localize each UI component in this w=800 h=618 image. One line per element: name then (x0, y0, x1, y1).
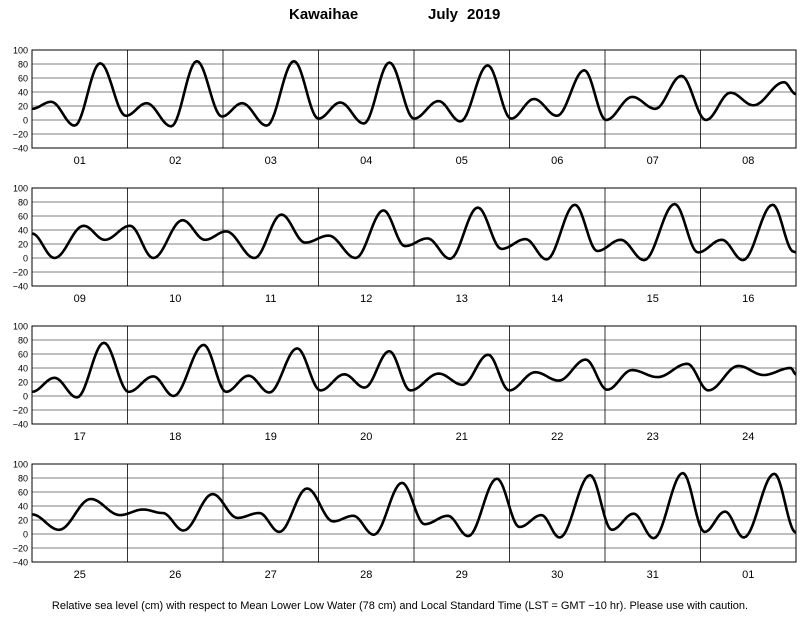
y-tick-label: 80 (18, 60, 28, 70)
day-label: 29 (456, 569, 468, 581)
day-label: 05 (456, 155, 468, 167)
y-tick-label: 60 (18, 212, 28, 222)
day-label: 20 (360, 431, 372, 443)
day-label: 08 (742, 155, 754, 167)
tide-curve (31, 341, 797, 399)
y-tick-label: 80 (18, 336, 28, 346)
y-tick-label: 20 (18, 102, 28, 112)
y-tick-label: 60 (18, 488, 28, 498)
y-tick-label: 40 (18, 226, 28, 236)
day-label: 17 (74, 431, 86, 443)
day-label: 15 (647, 293, 659, 305)
day-label: 12 (360, 293, 372, 305)
panel-frame (31, 463, 797, 563)
day-label: 06 (551, 155, 563, 167)
y-tick-label: 60 (18, 74, 28, 84)
y-tick-label: 80 (18, 474, 28, 484)
y-tick-label: 20 (18, 240, 28, 250)
day-label: 04 (360, 155, 372, 167)
y-tick-label: 0 (23, 530, 28, 540)
panel-2: 100 80 60 40 20 0 −20 −40 09 10 11 12 13 14 15 16 (13, 184, 798, 305)
day-label: 09 (74, 293, 86, 305)
panel-frame (31, 325, 797, 425)
y-tick-label: −20 (13, 268, 28, 278)
y-tick-label: 60 (18, 350, 28, 360)
day-label: 03 (265, 155, 277, 167)
panel-4: 100 80 60 40 20 0 −20 −40 25 26 27 28 29 30 31 01 (13, 460, 797, 581)
day-label: 27 (265, 569, 277, 581)
y-tick-label: −20 (13, 544, 28, 554)
y-tick-label: 100 (13, 322, 28, 332)
panel-frame (31, 187, 797, 287)
panel-1: 100 80 60 40 20 0 −20 −40 01 02 03 04 05 06 07 08 (13, 46, 797, 167)
y-tick-label: 40 (18, 502, 28, 512)
day-label: 23 (647, 431, 659, 443)
day-label: 07 (647, 155, 659, 167)
title-month: July (428, 6, 459, 23)
footer-note: Relative sea level (cm) with respect to … (51, 600, 749, 612)
panel-frame (31, 49, 797, 149)
panel-3: 100 80 60 40 20 0 −20 −40 17 18 19 20 21 22 23 24 (13, 322, 797, 443)
day-label: 13 (456, 293, 468, 305)
chart-title: Kawaihae July 2019 (0, 6, 800, 30)
y-tick-label: 0 (23, 392, 28, 402)
day-label: 26 (169, 569, 181, 581)
y-tick-label: 100 (13, 460, 28, 470)
y-tick-label: −40 (13, 558, 28, 568)
day-label: 01 (742, 569, 754, 581)
day-label: 02 (169, 155, 181, 167)
y-tick-label: −20 (13, 130, 28, 140)
y-tick-label: 100 (13, 184, 28, 194)
y-tick-label: 40 (18, 88, 28, 98)
y-tick-label: −40 (13, 144, 28, 154)
day-label: 31 (647, 569, 659, 581)
day-label: 16 (742, 293, 754, 305)
y-tick-label: 0 (23, 254, 28, 264)
y-tick-label: 40 (18, 364, 28, 374)
y-tick-label: −40 (13, 282, 28, 292)
tide-curve (31, 471, 797, 540)
day-label: 18 (169, 431, 181, 443)
y-tick-label: 0 (23, 116, 28, 126)
tide-curve (31, 59, 797, 128)
day-label: 11 (265, 293, 276, 305)
y-tick-label: −40 (13, 420, 28, 430)
y-tick-label: 80 (18, 198, 28, 208)
tide-curve (31, 202, 798, 262)
day-label: 30 (551, 569, 563, 581)
day-label: 01 (74, 155, 86, 167)
day-label: 19 (265, 431, 277, 443)
y-tick-label: 100 (13, 46, 28, 56)
y-tick-label: −20 (13, 406, 28, 416)
day-label: 22 (551, 431, 563, 443)
title-year: 2019 (467, 6, 501, 23)
y-tick-label: 20 (18, 516, 28, 526)
title-station: Kawaihae (289, 6, 359, 23)
y-tick-label: 20 (18, 378, 28, 388)
day-label: 21 (456, 431, 468, 443)
day-label: 24 (742, 431, 754, 443)
day-label: 25 (74, 569, 86, 581)
day-label: 10 (169, 293, 181, 305)
day-label: 14 (551, 293, 563, 305)
day-label: 28 (360, 569, 372, 581)
